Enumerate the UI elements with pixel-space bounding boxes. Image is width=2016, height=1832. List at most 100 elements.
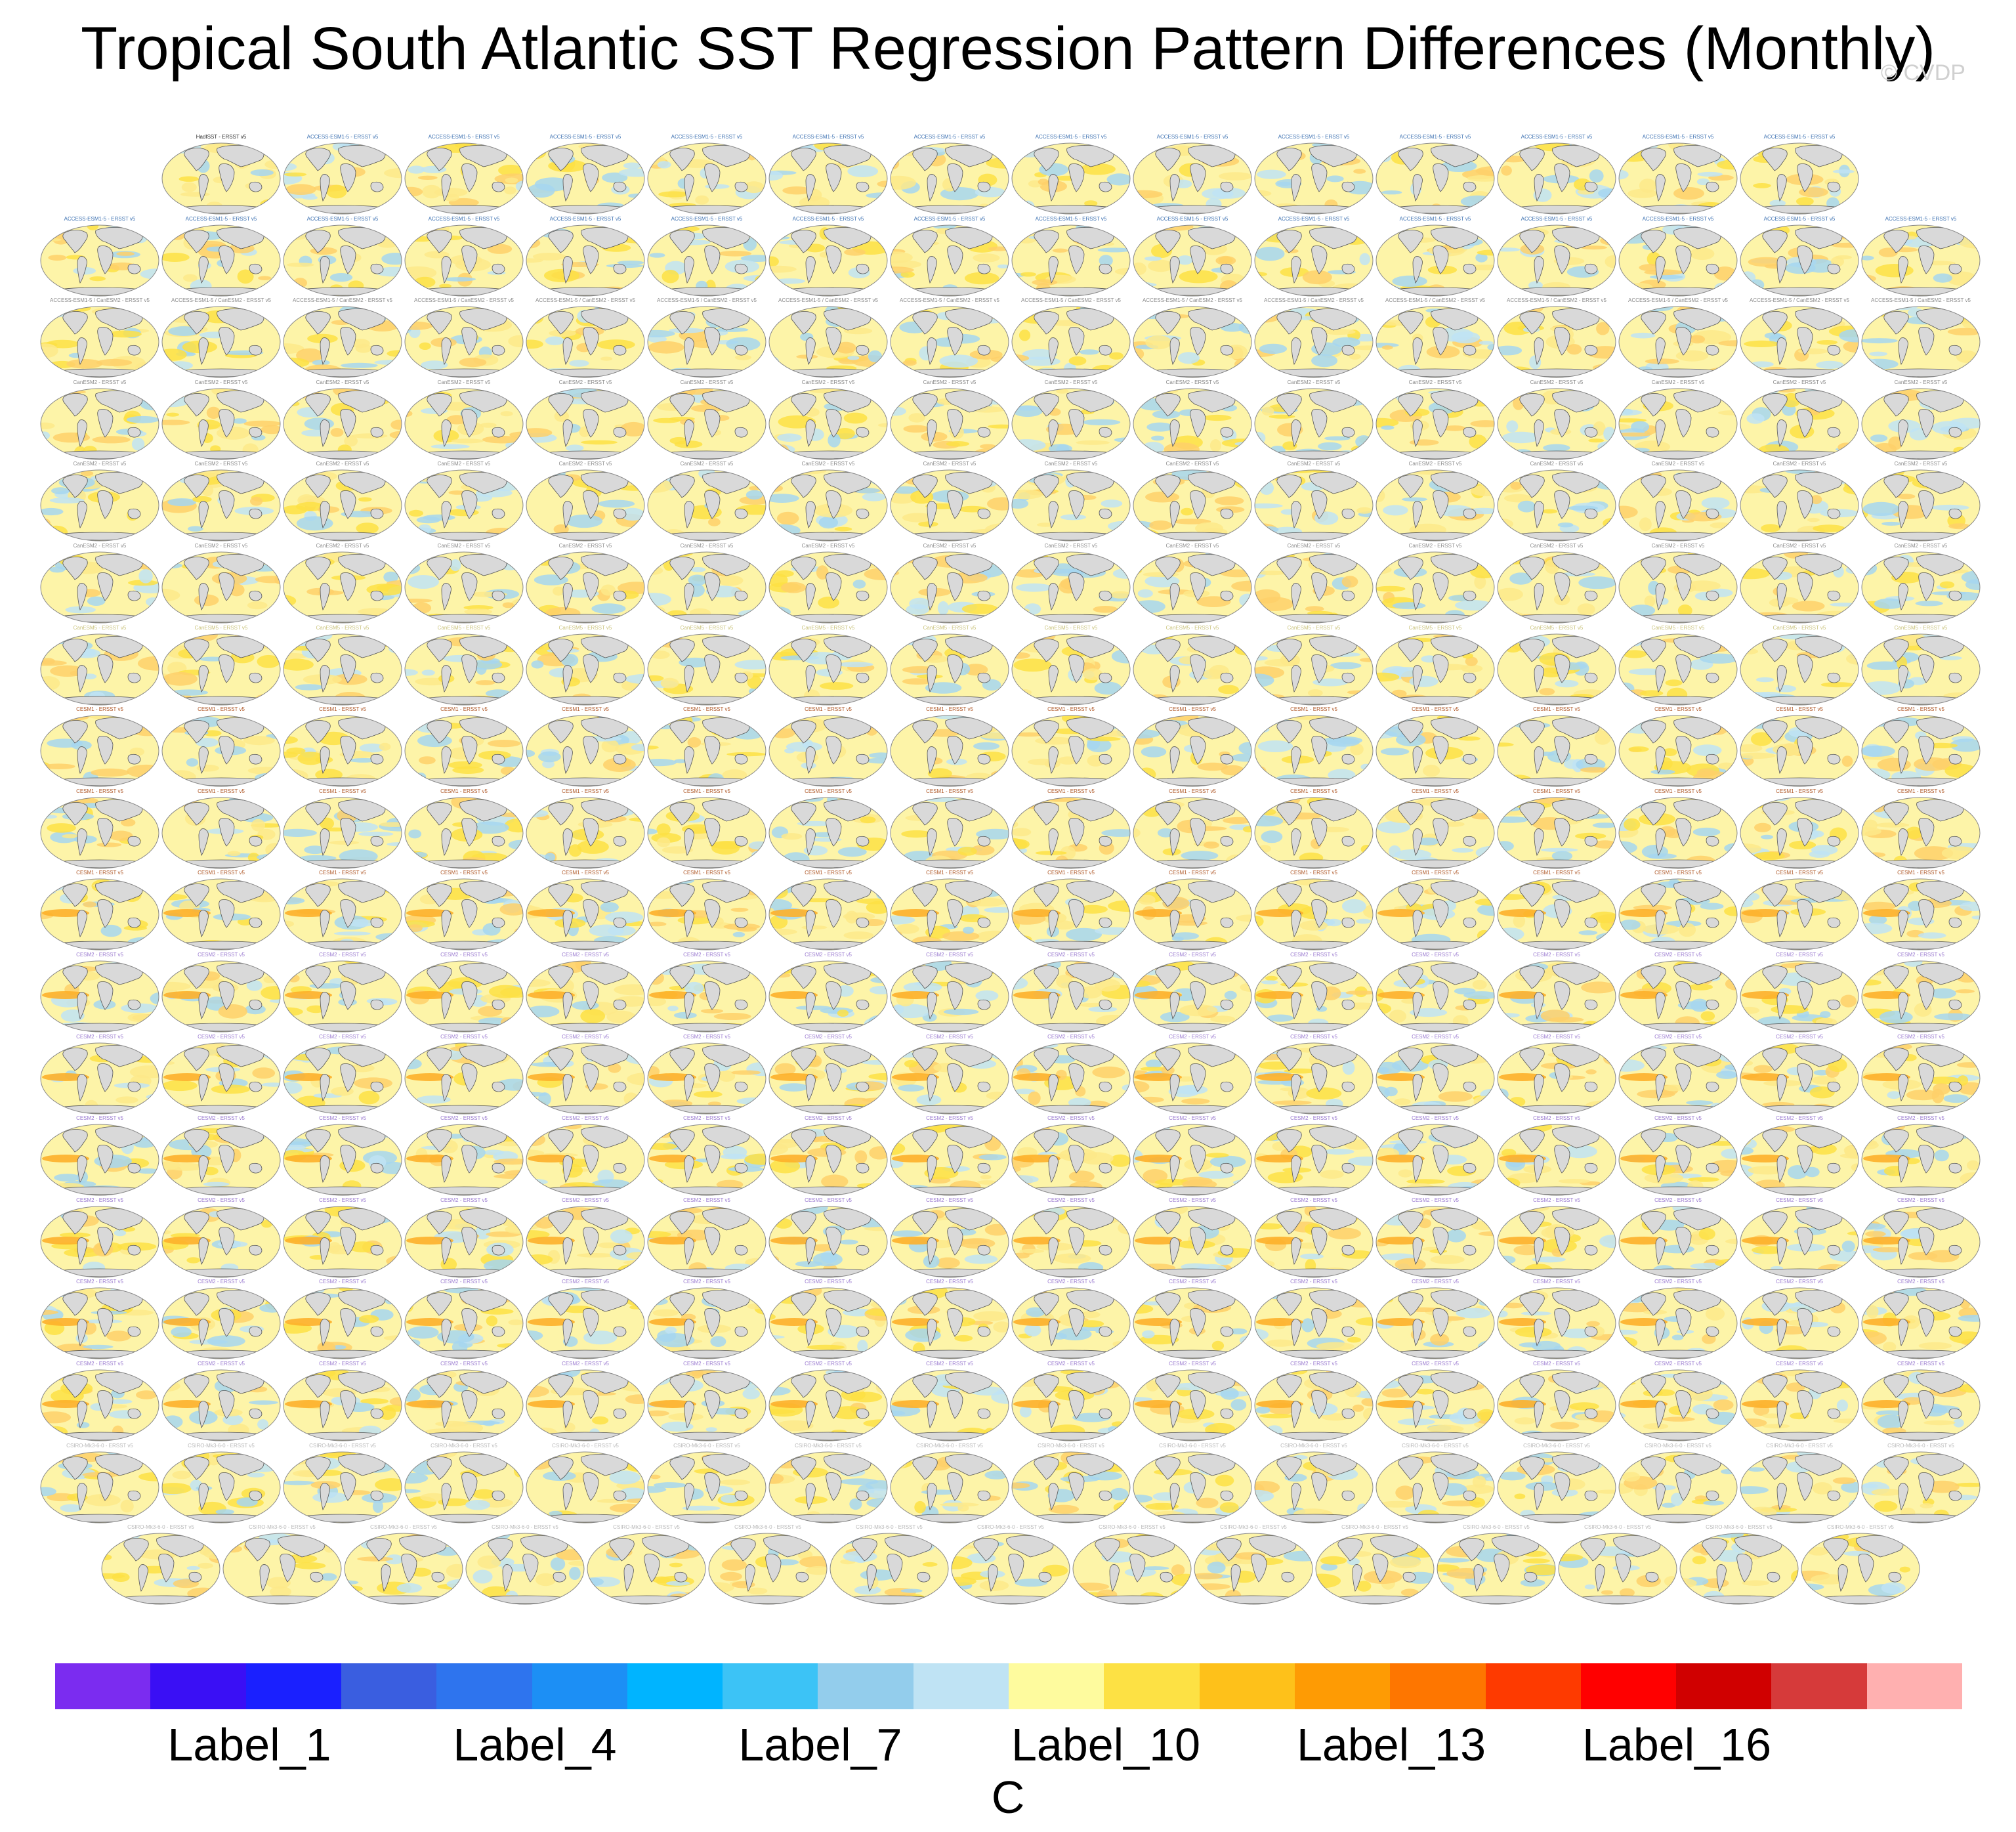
world-map bbox=[1861, 469, 1981, 542]
world-map bbox=[1254, 1287, 1374, 1359]
map-panel: CESM1 - ERSST v5 bbox=[1253, 870, 1374, 951]
world-map bbox=[1861, 797, 1981, 869]
map-panel: CSIRO-Mk3-6-0 - ERSST v5 bbox=[950, 1524, 1071, 1606]
panel-caption: CESM2 - ERSST v5 bbox=[76, 1115, 123, 1122]
panel-caption: CanESM2 - ERSST v5 bbox=[1408, 461, 1462, 467]
panel-caption: CanESM2 - ERSST v5 bbox=[1894, 379, 1948, 385]
map-panel: CSIRO-Mk3-6-0 - ERSST v5 bbox=[1011, 1443, 1131, 1524]
panel-caption: CESM2 - ERSST v5 bbox=[562, 1361, 609, 1367]
panel-caption: ACCESS-ESM1-5 - ERSST v5 bbox=[792, 215, 864, 222]
panel-caption: CSIRO-Mk3-6-0 - ERSST v5 bbox=[1827, 1524, 1894, 1531]
panel-caption: CSIRO-Mk3-6-0 - ERSST v5 bbox=[856, 1524, 923, 1531]
panel-caption: CESM2 - ERSST v5 bbox=[198, 1361, 245, 1367]
map-panel: CESM1 - ERSST v5 bbox=[525, 788, 646, 870]
world-map bbox=[1497, 1287, 1616, 1359]
panel-caption: ACCESS-ESM1-5 - ERSST v5 bbox=[671, 215, 743, 222]
map-panel: CESM2 - ERSST v5 bbox=[1375, 1361, 1496, 1442]
world-map bbox=[283, 1206, 402, 1278]
map-panel: CESM1 - ERSST v5 bbox=[646, 870, 767, 951]
world-map bbox=[283, 715, 402, 787]
map-panel: ACCESS-ESM1-5 / CanESM2 - ERSST v5 bbox=[1132, 297, 1253, 379]
world-map bbox=[1011, 1369, 1131, 1441]
world-map bbox=[161, 1206, 281, 1278]
world-map bbox=[1376, 1287, 1495, 1359]
panel-caption: CESM2 - ERSST v5 bbox=[683, 1361, 730, 1367]
world-map bbox=[526, 142, 645, 215]
map-panel: CanESM2 - ERSST v5 bbox=[1253, 461, 1374, 542]
map-panel: CESM2 - ERSST v5 bbox=[768, 1197, 889, 1279]
world-map bbox=[1133, 142, 1252, 215]
map-panel: ACCESS-ESM1-5 / CanESM2 - ERSST v5 bbox=[768, 297, 889, 379]
panel-caption: CESM1 - ERSST v5 bbox=[1897, 788, 1944, 794]
map-panel: CSIRO-Mk3-6-0 - ERSST v5 bbox=[1132, 1442, 1253, 1524]
map-panel: CESM1 - ERSST v5 bbox=[1496, 706, 1617, 788]
colorbar-swatch bbox=[1866, 1663, 1963, 1709]
world-map bbox=[890, 715, 1009, 787]
world-map bbox=[1861, 1369, 1981, 1441]
map-panel: CanESM5 - ERSST v5 bbox=[525, 625, 646, 706]
map-panel: CESM2 - ERSST v5 bbox=[404, 1279, 524, 1360]
world-map bbox=[526, 878, 645, 950]
colorbar-unit: C bbox=[991, 1772, 1025, 1823]
panel-caption: CanESM2 - ERSST v5 bbox=[558, 461, 612, 467]
world-map bbox=[1861, 1124, 1981, 1196]
map-panel: CSIRO-Mk3-6-0 - ERSST v5 bbox=[768, 1443, 889, 1524]
map-panel: CESM2 - ERSST v5 bbox=[1739, 952, 1860, 1033]
map-panel: CESM1 - ERSST v5 bbox=[1496, 788, 1617, 870]
map-panel: ACCESS-ESM1-5 / CanESM2 - ERSST v5 bbox=[525, 297, 646, 379]
panel-caption: CESM1 - ERSST v5 bbox=[1047, 706, 1095, 713]
map-panel: CanESM2 - ERSST v5 bbox=[1375, 379, 1496, 461]
panel-caption: ACCESS-ESM1-5 - ERSST v5 bbox=[1278, 215, 1350, 222]
map-panel: CanESM2 - ERSST v5 bbox=[39, 461, 160, 542]
panel-caption: CESM2 - ERSST v5 bbox=[1290, 952, 1337, 958]
panel-caption: CESM2 - ERSST v5 bbox=[683, 952, 730, 958]
map-panel: CanESM2 - ERSST v5 bbox=[1618, 379, 1738, 461]
map-panel: CSIRO-Mk3-6-0 - ERSST v5 bbox=[1072, 1524, 1192, 1606]
map-panel: ACCESS-ESM1-5 - ERSST v5 bbox=[525, 134, 646, 215]
map-panel: CSIRO-Mk3-6-0 - ERSST v5 bbox=[1193, 1524, 1314, 1606]
map-panel: CanESM2 - ERSST v5 bbox=[768, 543, 889, 624]
map-panel: ACCESS-ESM1-5 - ERSST v5 bbox=[646, 134, 767, 215]
world-map bbox=[768, 633, 888, 706]
map-panel: ACCESS-ESM1-5 - ERSST v5 bbox=[1739, 216, 1860, 297]
panel-caption: CESM2 - ERSST v5 bbox=[440, 1197, 488, 1203]
panel-caption: CESM2 - ERSST v5 bbox=[926, 1361, 973, 1367]
panel-caption: CanESM2 - ERSST v5 bbox=[1651, 543, 1705, 549]
world-map bbox=[1011, 551, 1131, 624]
map-panel: CESM2 - ERSST v5 bbox=[1253, 1279, 1374, 1360]
world-map bbox=[404, 878, 524, 950]
map-panel: CESM2 - ERSST v5 bbox=[1253, 1361, 1374, 1442]
map-panel: CanESM2 - ERSST v5 bbox=[889, 461, 1010, 542]
map-panel: CESM2 - ERSST v5 bbox=[889, 1034, 1010, 1115]
world-map bbox=[1011, 142, 1131, 215]
panel-caption: CESM1 - ERSST v5 bbox=[562, 870, 609, 876]
world-map bbox=[890, 224, 1009, 297]
map-panel: CESM1 - ERSST v5 bbox=[1011, 788, 1131, 870]
panel-caption: CSIRO-Mk3-6-0 - ERSST v5 bbox=[1159, 1442, 1226, 1449]
panel-caption: CESM1 - ERSST v5 bbox=[683, 870, 730, 876]
map-panel: CanESM5 - ERSST v5 bbox=[1860, 625, 1981, 706]
world-map bbox=[768, 388, 888, 460]
map-panel: CESM2 - ERSST v5 bbox=[1739, 1279, 1860, 1360]
panel-caption: ACCESS-ESM1-5 - ERSST v5 bbox=[1763, 134, 1836, 140]
world-map bbox=[526, 388, 645, 460]
world-map bbox=[1376, 1124, 1495, 1196]
world-map bbox=[404, 1287, 524, 1359]
panel-caption: CESM2 - ERSST v5 bbox=[1776, 1033, 1823, 1040]
map-panel: CSIRO-Mk3-6-0 - ERSST v5 bbox=[1679, 1524, 1799, 1606]
world-map bbox=[1254, 878, 1374, 950]
panel-caption: CESM1 - ERSST v5 bbox=[440, 706, 488, 713]
world-map bbox=[1861, 388, 1981, 460]
colorbar-tick-label: Label_1 bbox=[167, 1719, 331, 1770]
world-map bbox=[283, 224, 402, 297]
map-panel: CanESM2 - ERSST v5 bbox=[161, 379, 282, 461]
map-panel: CanESM2 - ERSST v5 bbox=[1375, 543, 1496, 624]
panel-caption: CESM1 - ERSST v5 bbox=[1776, 870, 1823, 876]
world-map bbox=[1618, 224, 1738, 297]
map-panel: CanESM2 - ERSST v5 bbox=[1375, 461, 1496, 542]
panel-caption: CESM1 - ERSST v5 bbox=[76, 788, 123, 794]
world-map bbox=[1315, 1533, 1435, 1605]
map-panel: CESM1 - ERSST v5 bbox=[161, 788, 282, 870]
map-panel: CESM1 - ERSST v5 bbox=[1739, 870, 1860, 951]
panel-caption: CSIRO-Mk3-6-0 - ERSST v5 bbox=[1463, 1524, 1530, 1531]
